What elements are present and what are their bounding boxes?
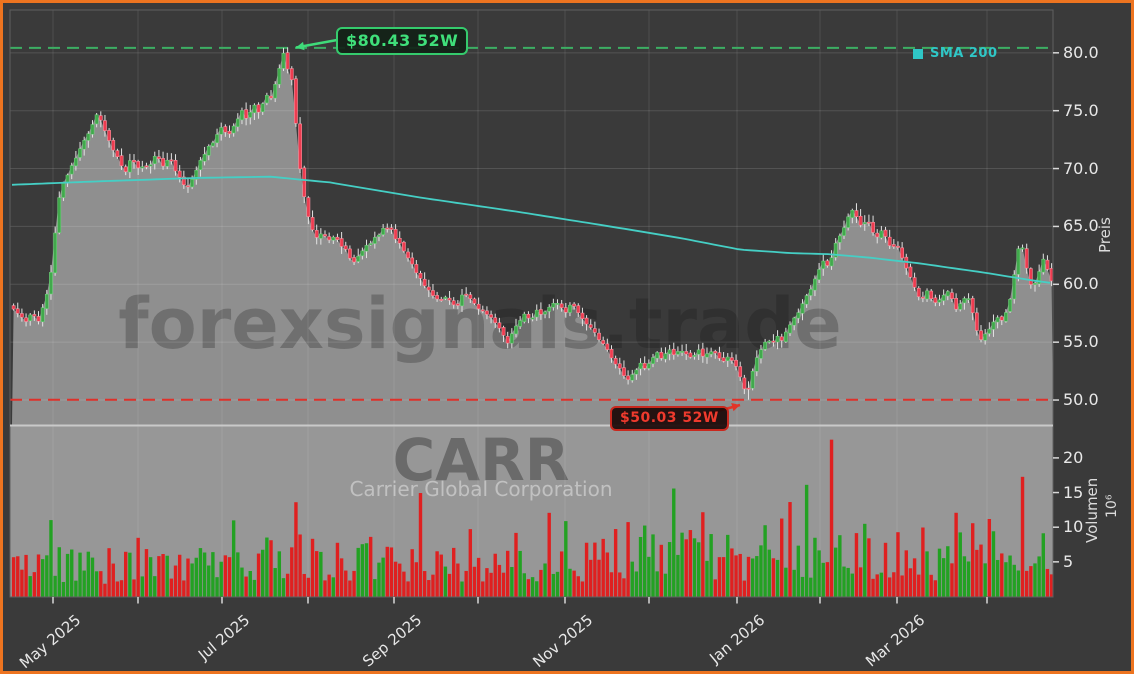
volume-tick-label: 20 [1063,447,1084,467]
candlesticks [11,47,1054,400]
sma-legend-swatch-icon [913,48,923,59]
price-tick-label: 50.0 [1063,390,1099,410]
volume-tick-label: 15 [1063,482,1084,502]
price-axis-title: Preis [1096,217,1114,253]
price-tick-label: 65.0 [1063,216,1099,236]
high-52w-annotation: $80.43 52W [336,27,469,55]
symbol-watermark: CARR [393,426,570,494]
volume-scale-label: 10⁶ [1104,494,1120,518]
sma-legend: SMA 200 [913,46,998,61]
sma-legend-label: SMA 200 [930,46,998,61]
price-tick-label: 55.0 [1063,332,1099,352]
low-52w-annotation: $50.03 52W [610,406,729,431]
volume-bars [11,439,1054,597]
price-tick-label: 70.0 [1063,158,1099,178]
price-tick-label: 80.0 [1063,42,1099,62]
price-tick-label: 75.0 [1063,100,1099,120]
brand-watermark: forexsignals.trade [118,283,842,365]
volume-axis-title: Volumen [1083,477,1101,543]
volume-tick-label: 5 [1063,551,1074,571]
company-watermark: Carrier Global Corporation [349,477,612,501]
price-tick-label: 60.0 [1063,274,1099,294]
volume-tick-label: 10 [1063,517,1084,537]
